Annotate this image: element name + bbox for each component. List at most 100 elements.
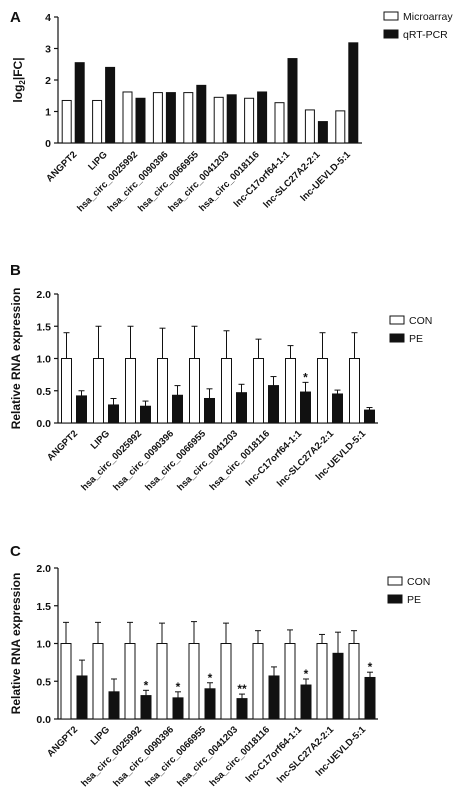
y-tick-label: 1.5 xyxy=(36,321,51,333)
legend-swatch xyxy=(389,315,405,325)
y-tick-label: 0.5 xyxy=(36,676,51,688)
x-tick-label: hsa_circ_0018116 xyxy=(208,724,273,789)
bar-microarray xyxy=(244,97,255,144)
bar-con xyxy=(188,643,200,720)
bar-pe xyxy=(332,393,343,424)
x-tick-label: ANGPT2 xyxy=(45,724,80,759)
legend-swatch xyxy=(383,29,399,39)
bar-pe xyxy=(300,684,312,720)
bar-pe xyxy=(76,395,87,424)
x-tick-label: ANGPT2 xyxy=(45,428,80,463)
legend-swatch xyxy=(389,333,405,343)
y-axis-label: log2|FC| xyxy=(11,57,27,102)
bar-pe xyxy=(268,385,279,424)
panel-letter: B xyxy=(10,262,21,279)
bar-microarray xyxy=(304,109,315,144)
bar-microarray xyxy=(213,96,224,144)
bar-con xyxy=(124,643,136,720)
x-tick-label: hsa_circ_0041203 xyxy=(175,724,240,789)
y-tick-label: 1.0 xyxy=(36,354,51,366)
bar-con xyxy=(156,643,168,720)
x-tick-label: hsa_circ_0041203 xyxy=(175,428,240,493)
bar-pe xyxy=(300,391,311,424)
x-tick-label: hsa_circ_0018116 xyxy=(208,428,273,493)
bar-con xyxy=(220,643,232,720)
bar-con xyxy=(316,643,328,720)
bar-qrt-pcr xyxy=(287,58,298,144)
x-tick-label: hsa_circ_0025992 xyxy=(79,724,144,789)
bar-con xyxy=(317,358,328,424)
bar-qrt-pcr xyxy=(226,94,237,144)
x-tick-label: hsa_circ_0025992 xyxy=(79,428,144,493)
legend-swatch xyxy=(387,594,403,604)
bar-pe xyxy=(140,695,152,720)
bar-con xyxy=(61,358,72,424)
panel-letter: A xyxy=(10,9,21,26)
y-tick-label: 3 xyxy=(45,44,51,56)
x-tick-label: hsa_circ_0090396 xyxy=(111,724,176,789)
y-tick-label: 2.0 xyxy=(36,289,51,301)
bar-pe xyxy=(76,675,88,720)
y-tick-label: 0.5 xyxy=(36,386,51,398)
bar-con xyxy=(285,358,296,424)
bar-microarray xyxy=(122,91,133,144)
y-tick-label: 0.0 xyxy=(36,714,51,726)
bar-con xyxy=(349,358,360,424)
bar-pe xyxy=(332,652,344,720)
legend-label: PE xyxy=(409,333,423,345)
x-tick-label: LIPG xyxy=(86,149,109,172)
bar-con xyxy=(125,358,136,424)
x-tick-label: hsa_circ_0090396 xyxy=(111,428,176,493)
y-tick-label: 1 xyxy=(45,107,51,119)
bar-con xyxy=(348,643,360,720)
significance-marker: * xyxy=(303,370,308,384)
y-tick-label: 0 xyxy=(45,138,51,150)
bar-pe xyxy=(236,392,247,424)
y-tick-label: 1.0 xyxy=(36,639,51,651)
significance-marker: * xyxy=(208,671,213,685)
x-tick-label: LIPG xyxy=(89,428,112,451)
bar-pe xyxy=(108,404,119,424)
bar-con xyxy=(93,358,104,424)
bar-pe xyxy=(268,675,280,720)
bar-microarray xyxy=(152,92,163,144)
legend-label: CON xyxy=(409,315,432,327)
bar-pe xyxy=(204,688,216,720)
panel-letter: C xyxy=(10,543,21,560)
bar-qrt-pcr xyxy=(135,97,146,144)
legend-swatch xyxy=(383,11,399,21)
bar-microarray xyxy=(335,110,346,144)
bar-microarray xyxy=(61,99,72,144)
significance-marker: * xyxy=(304,667,309,681)
bar-pe xyxy=(172,394,183,424)
bar-pe xyxy=(204,397,215,424)
bar-pe xyxy=(364,676,376,720)
legend-label: PE xyxy=(407,594,421,606)
x-tick-label: lnc-C17orf64-1:1 xyxy=(244,724,305,785)
significance-marker: ** xyxy=(237,682,247,696)
bar-microarray xyxy=(92,99,103,144)
x-tick-label: lnc-SLC27A2-2:1 xyxy=(275,428,337,490)
bar-con xyxy=(157,358,168,424)
bar-con xyxy=(189,358,200,424)
y-tick-label: 2 xyxy=(45,75,51,87)
bar-con xyxy=(284,643,296,720)
x-tick-label: lnc-C17orf64-1:1 xyxy=(244,428,305,489)
bar-con xyxy=(253,358,264,424)
significance-marker: * xyxy=(144,678,149,692)
x-tick-label: ANGPT2 xyxy=(44,149,79,184)
bar-con xyxy=(221,358,232,424)
y-tick-label: 4 xyxy=(45,12,51,24)
y-tick-label: 2.0 xyxy=(36,563,51,575)
y-axis-label-subscript: 2 xyxy=(18,80,27,85)
bar-qrt-pcr xyxy=(196,84,207,144)
bar-qrt-pcr xyxy=(74,62,85,144)
bar-microarray xyxy=(274,102,285,144)
y-tick-label: 0.0 xyxy=(36,418,51,430)
bar-qrt-pcr xyxy=(257,91,268,144)
bar-con xyxy=(60,643,72,720)
x-tick-label: lnc-SLC27A2-2:1 xyxy=(275,724,337,786)
bar-qrt-pcr xyxy=(317,121,328,144)
x-tick-label: LIPG xyxy=(89,724,112,747)
bar-pe xyxy=(364,409,375,424)
